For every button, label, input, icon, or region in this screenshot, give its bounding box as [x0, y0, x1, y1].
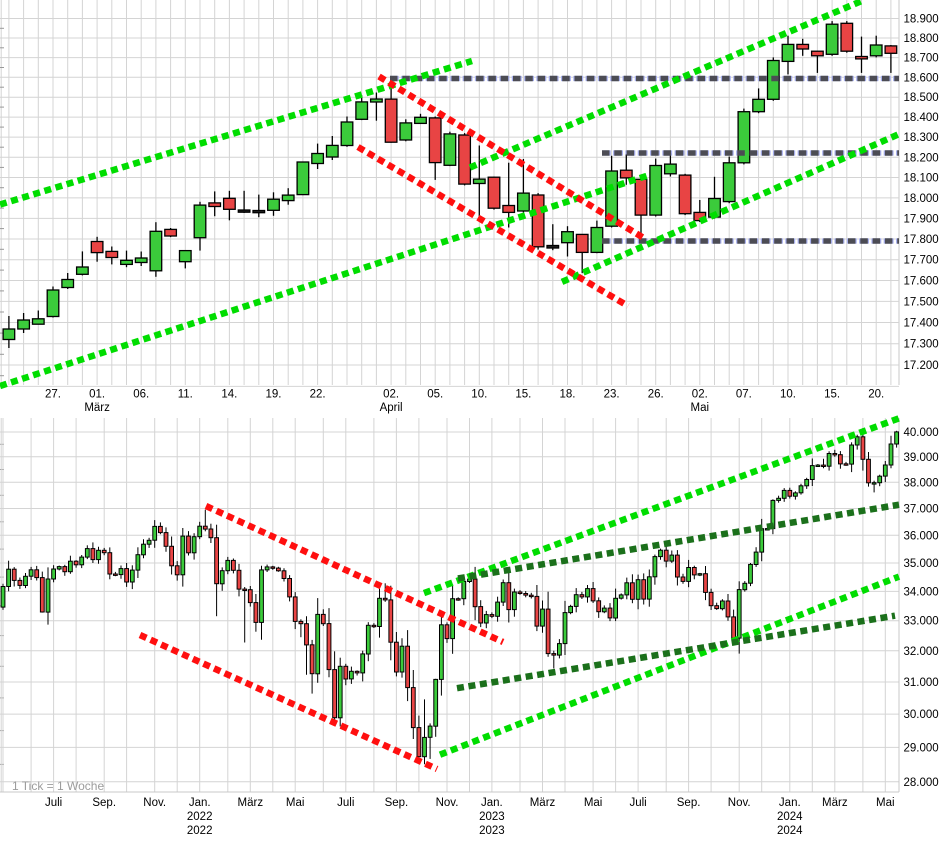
svg-text:28.000: 28.000 [904, 777, 939, 789]
svg-text:18.600: 18.600 [904, 72, 939, 84]
svg-text:18.: 18. [560, 389, 576, 401]
svg-text:06.: 06. [133, 389, 149, 401]
svg-text:31.000: 31.000 [904, 677, 939, 689]
svg-text:36.000: 36.000 [904, 530, 939, 542]
svg-text:32.000: 32.000 [904, 646, 939, 658]
svg-text:18.300: 18.300 [904, 132, 939, 144]
svg-text:18.500: 18.500 [904, 92, 939, 104]
svg-text:1 Tick = 1 Woche: 1 Tick = 1 Woche [12, 779, 104, 793]
svg-text:Mai: Mai [691, 402, 710, 414]
svg-text:18.900: 18.900 [904, 14, 939, 26]
svg-text:Nov.: Nov. [143, 797, 166, 809]
svg-text:17.700: 17.700 [904, 255, 939, 267]
svg-text:39.000: 39.000 [904, 452, 939, 464]
svg-text:Jan.: Jan. [481, 797, 503, 809]
svg-text:März: März [530, 797, 556, 809]
svg-text:Juli: Juli [337, 797, 354, 809]
svg-text:18.100: 18.100 [904, 173, 939, 185]
svg-text:17.600: 17.600 [904, 276, 939, 288]
svg-text:18.700: 18.700 [904, 53, 939, 65]
svg-text:April: April [380, 402, 403, 414]
svg-text:18.400: 18.400 [904, 112, 939, 124]
svg-text:17.300: 17.300 [904, 339, 939, 351]
svg-text:18.200: 18.200 [904, 152, 939, 164]
svg-text:17.400: 17.400 [904, 318, 939, 330]
svg-text:19.: 19. [266, 389, 282, 401]
svg-text:29.000: 29.000 [904, 742, 939, 754]
svg-text:Mai: Mai [286, 797, 305, 809]
svg-text:2023: 2023 [479, 825, 505, 837]
svg-text:Juli: Juli [45, 797, 62, 809]
svg-text:14.: 14. [221, 389, 237, 401]
svg-text:15.: 15. [515, 389, 531, 401]
svg-text:17.200: 17.200 [904, 360, 939, 372]
svg-text:Nov.: Nov. [436, 797, 459, 809]
svg-text:01.: 01. [89, 389, 105, 401]
svg-text:2023: 2023 [479, 811, 505, 823]
svg-text:27.: 27. [45, 389, 61, 401]
svg-text:10.: 10. [471, 389, 487, 401]
svg-text:März: März [822, 797, 848, 809]
svg-text:02.: 02. [692, 389, 708, 401]
svg-text:18.800: 18.800 [904, 33, 939, 45]
svg-text:2022: 2022 [187, 825, 213, 837]
svg-text:Jan.: Jan. [779, 797, 801, 809]
svg-text:Mai: Mai [584, 797, 603, 809]
svg-text:Jan.: Jan. [189, 797, 211, 809]
svg-text:40.000: 40.000 [904, 427, 939, 439]
svg-text:26.: 26. [648, 389, 664, 401]
svg-text:Nov.: Nov. [728, 797, 751, 809]
svg-text:Sep.: Sep. [385, 797, 409, 809]
svg-text:10.: 10. [780, 389, 796, 401]
svg-text:17.900: 17.900 [904, 213, 939, 225]
svg-text:22.: 22. [310, 389, 326, 401]
svg-text:Juli: Juli [629, 797, 646, 809]
svg-text:15.: 15. [824, 389, 840, 401]
svg-text:37.000: 37.000 [904, 504, 939, 516]
svg-text:23.: 23. [604, 389, 620, 401]
svg-text:33.000: 33.000 [904, 616, 939, 628]
svg-text:05.: 05. [427, 389, 443, 401]
svg-text:35.000: 35.000 [904, 558, 939, 570]
svg-text:Sep.: Sep. [677, 797, 701, 809]
svg-text:März: März [84, 402, 110, 414]
svg-text:17.800: 17.800 [904, 234, 939, 246]
svg-text:März: März [238, 797, 264, 809]
svg-text:Sep.: Sep. [92, 797, 116, 809]
svg-text:11.: 11. [178, 389, 193, 401]
svg-text:07.: 07. [736, 389, 752, 401]
svg-text:34.000: 34.000 [904, 586, 939, 598]
svg-text:2024: 2024 [777, 825, 803, 837]
svg-text:38.000: 38.000 [904, 477, 939, 489]
svg-text:Mai: Mai [876, 797, 895, 809]
svg-text:2024: 2024 [777, 811, 803, 823]
svg-text:17.500: 17.500 [904, 296, 939, 308]
svg-text:30.000: 30.000 [904, 709, 939, 721]
svg-text:02.: 02. [383, 389, 399, 401]
svg-text:20.: 20. [868, 389, 884, 401]
svg-text:2022: 2022 [187, 811, 213, 823]
svg-text:18.000: 18.000 [904, 193, 939, 205]
